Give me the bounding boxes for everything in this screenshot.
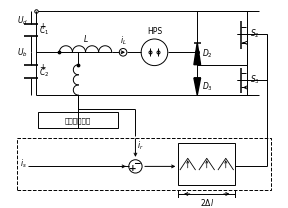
Bar	[37, 112, 118, 128]
Bar	[178, 143, 235, 185]
Text: +: +	[129, 164, 137, 173]
Text: +: +	[39, 63, 46, 72]
Text: $S_3$: $S_3$	[251, 74, 260, 86]
Bar	[17, 138, 271, 190]
Text: $i_r$: $i_r$	[137, 139, 144, 152]
Text: $i_L$: $i_L$	[120, 34, 126, 47]
Text: −: −	[133, 159, 140, 168]
Polygon shape	[194, 78, 200, 95]
Text: HPS: HPS	[147, 27, 162, 36]
Text: $D_3$: $D_3$	[202, 80, 213, 93]
Text: $S_2$: $S_2$	[251, 28, 260, 41]
Text: $C_1$: $C_1$	[39, 24, 50, 37]
Text: $C_2$: $C_2$	[39, 66, 50, 78]
Text: $2\Delta l$: $2\Delta l$	[200, 197, 214, 208]
Polygon shape	[194, 43, 200, 65]
Text: $i_s$: $i_s$	[20, 157, 27, 170]
Text: +: +	[39, 22, 46, 31]
Text: 触发启动单元: 触发启动单元	[65, 117, 91, 124]
Text: $U_b$: $U_b$	[17, 46, 28, 58]
Text: $U_d$: $U_d$	[17, 14, 28, 27]
Text: $L$: $L$	[83, 33, 88, 44]
Text: $D_2$: $D_2$	[202, 47, 213, 60]
